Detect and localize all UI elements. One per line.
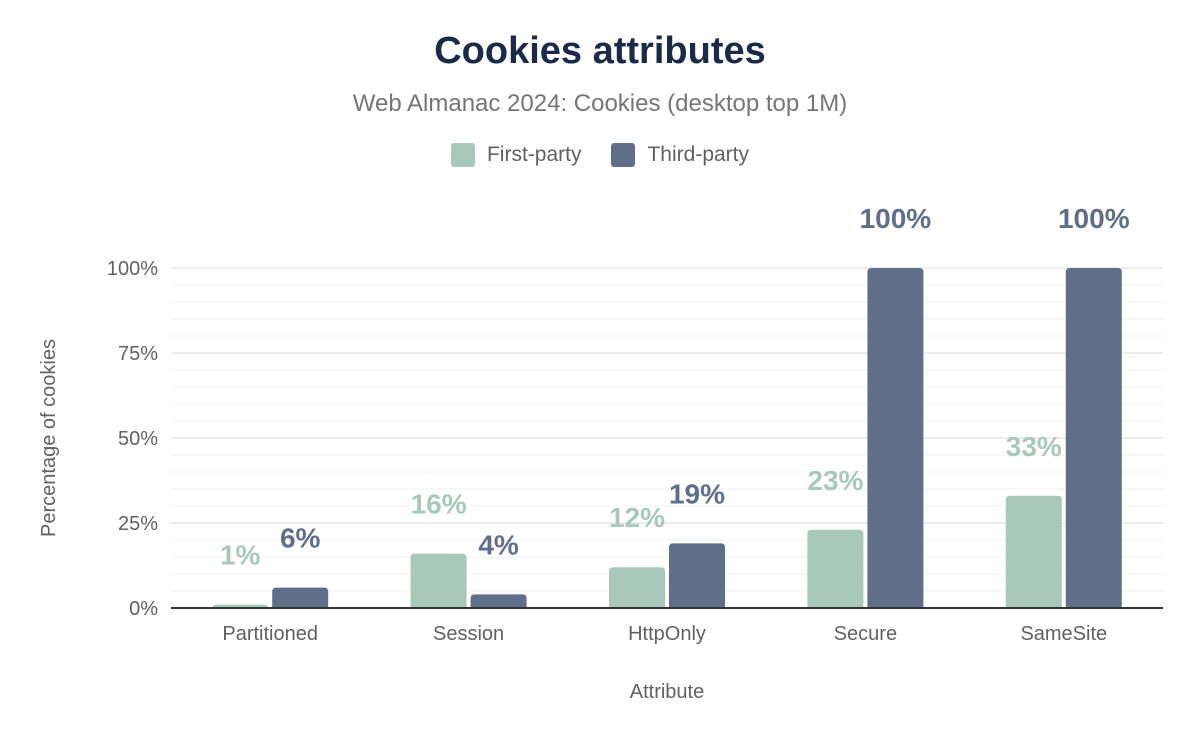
chart-subtitle: Web Almanac 2024: Cookies (desktop top 1…	[352, 90, 848, 117]
data-label: 33%	[1006, 431, 1062, 462]
bar-first-party	[1005, 495, 1062, 608]
legend-item-third-party[interactable]: Third-party	[611, 143, 749, 167]
legend-label: Third-party	[647, 143, 750, 166]
bar-first-party	[807, 529, 864, 608]
bar-third-party	[1065, 268, 1122, 608]
bar-third-party	[272, 587, 329, 608]
bar-third-party	[867, 268, 924, 608]
x-tick-label: Partitioned	[222, 623, 318, 645]
data-label: 23%	[807, 465, 863, 496]
x-axis-label: Attribute	[630, 681, 704, 703]
data-label: 12%	[609, 502, 665, 533]
bar-first-party	[609, 567, 665, 608]
data-label: 4%	[478, 529, 519, 560]
x-tick-label: HttpOnly	[628, 623, 706, 645]
legend-label: First-party	[486, 143, 582, 166]
legend-swatch-first-party	[450, 143, 475, 167]
x-tick-label: SameSite	[1020, 623, 1107, 645]
y-tick-label: 50%	[118, 428, 158, 450]
data-label: 16%	[411, 489, 467, 520]
bar-third-party	[669, 543, 725, 608]
x-tick-label: Secure	[834, 623, 897, 645]
legend-item-first-party[interactable]: First-party	[450, 143, 582, 167]
data-label: 6%	[280, 523, 321, 554]
y-tick-label: 75%	[118, 343, 158, 365]
legend: First-party Third-party	[0, 143, 1200, 167]
y-tick-label: 0%	[129, 598, 158, 620]
y-tick-label: 25%	[118, 513, 158, 535]
y-tick-label: 100%	[107, 258, 158, 280]
bar-third-party	[470, 594, 527, 608]
data-label: 19%	[669, 478, 725, 509]
bar-first-party	[410, 553, 467, 608]
data-label: 100%	[1058, 203, 1130, 234]
data-label: 1%	[220, 540, 261, 571]
data-label: 100%	[860, 203, 932, 234]
chart-title: Cookies attributes	[434, 30, 766, 72]
y-axis-label: Percentage of cookies	[38, 339, 60, 537]
x-tick-label: Session	[433, 623, 504, 645]
legend-swatch-third-party	[611, 143, 636, 167]
